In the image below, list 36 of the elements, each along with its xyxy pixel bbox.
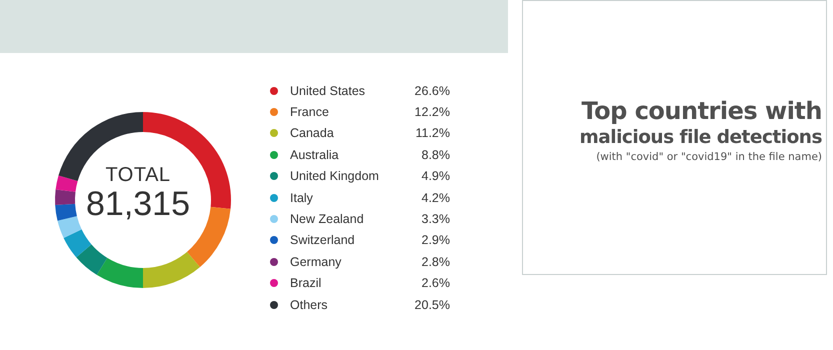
text: TOTAL (104, 164, 172, 186)
legend-label: Italy (290, 190, 314, 205)
text: (with "covid" or "covid19" in the file name) (595, 151, 822, 163)
donut-slice (143, 252, 200, 288)
data-label: 3.3% (420, 212, 450, 226)
data-label: 2.6% (420, 276, 450, 290)
data-label: 11.2% (414, 126, 450, 140)
donut-slice (55, 204, 77, 221)
legend-label: United States (290, 84, 366, 98)
text: 81,315 (85, 185, 191, 223)
donut-slice (56, 175, 78, 192)
data-label: 4.9% (420, 169, 450, 184)
data-label: 26.6% (414, 84, 450, 98)
data-label: 2.8% (420, 254, 450, 269)
data-label: 8.8% (420, 148, 450, 162)
legend-label: Germany (290, 254, 342, 269)
legend-label: Switzerland (290, 233, 356, 248)
legend-label: Canada (290, 126, 335, 140)
donut-slice (76, 244, 108, 275)
legend-label: New Zealand (290, 212, 365, 226)
donut-slice (187, 206, 231, 268)
legend-label: Brazil (290, 276, 322, 290)
data-label: 20.5% (414, 298, 450, 312)
legend-label: Others (290, 298, 329, 312)
donut-slice (64, 229, 92, 258)
data-label: 2.9% (420, 233, 450, 248)
donut-slice (57, 216, 82, 238)
legend-label: United Kingdom (290, 169, 380, 184)
donut-slice (55, 190, 76, 205)
donut-slice (96, 258, 143, 288)
legend-label: Australia (290, 148, 340, 162)
data-label: 4.2% (420, 190, 450, 205)
text: malicious file detections (579, 127, 822, 148)
data-label: 12.2% (414, 105, 450, 120)
legend-label: France (290, 105, 330, 120)
text: Top countries with (580, 97, 822, 125)
